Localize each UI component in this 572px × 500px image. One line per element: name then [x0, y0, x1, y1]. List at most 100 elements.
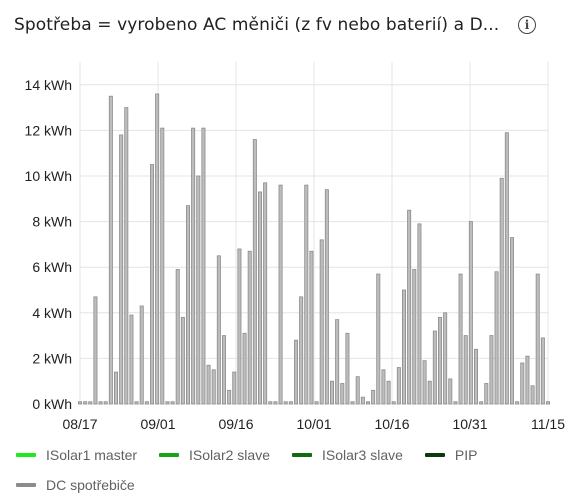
x-tick-label: 11/15 [531, 416, 565, 432]
bar [299, 296, 304, 405]
bar [93, 296, 98, 405]
bar [391, 401, 396, 405]
bar [196, 175, 201, 405]
y-tick-label: 2 kWh [32, 350, 72, 366]
bar [335, 319, 340, 405]
bar [258, 191, 263, 405]
info-icon[interactable]: i [518, 16, 536, 34]
y-tick-label: 4 kWh [32, 305, 72, 321]
bar [468, 221, 473, 405]
bar [180, 316, 185, 405]
bar [330, 380, 335, 405]
bar [494, 271, 499, 405]
legend-item-isolar1[interactable]: ISolar1 master [16, 447, 137, 463]
bar [530, 385, 535, 405]
legend-item-isolar2[interactable]: ISolar2 slave [159, 447, 270, 463]
bar [386, 380, 391, 405]
bar [278, 184, 283, 405]
legend-item-dc-spotrebice[interactable]: DC spotřebiče [16, 477, 135, 493]
bar [191, 127, 196, 405]
y-tick-label: 12 kWh [25, 122, 72, 138]
chart-title: Spotřeba = vyrobeno AC měniči (z fv nebo… [14, 15, 498, 35]
bar [227, 389, 232, 405]
legend-swatch-isolar2 [159, 453, 180, 457]
bar [540, 337, 545, 405]
bar [412, 269, 417, 405]
bar [247, 250, 252, 405]
bar [98, 401, 103, 405]
bar [360, 396, 365, 405]
legend-label-isolar2: ISolar2 slave [189, 447, 270, 463]
bar-series-dc-spotrebice [78, 93, 550, 405]
bar [515, 401, 520, 405]
bar [422, 360, 427, 405]
bar [448, 378, 453, 405]
bar [489, 335, 494, 405]
bar [432, 330, 437, 405]
legend-swatch-dc-spotrebice [16, 483, 36, 487]
bar [504, 132, 509, 405]
bar [345, 332, 350, 405]
bar [319, 239, 324, 405]
bar [170, 401, 175, 405]
y-tick-label: 10 kWh [25, 168, 72, 184]
bar [78, 401, 83, 405]
bar [103, 401, 108, 405]
y-axis-tick-labels: 0 kWh 2 kWh 4 kWh 6 kWh 8 kWh 10 kWh 12 kWh 14 … [25, 77, 72, 412]
info-icon-glyph: i [524, 18, 530, 32]
bar [366, 401, 371, 405]
legend-item-pip[interactable]: PIP [424, 447, 478, 463]
bar [453, 401, 458, 405]
bar [216, 255, 221, 405]
card-header: Spotřeba = vyrobeno AC měniči (z fv nebo… [14, 10, 558, 40]
y-tick-label: 6 kWh [32, 259, 72, 275]
legend-swatch-pip [424, 453, 445, 457]
bar [340, 383, 345, 405]
y-tick-label: 0 kWh [32, 396, 72, 412]
legend-row: DC spotřebiče [16, 470, 556, 500]
legend: ISolar1 master ISolar2 slave ISolar3 sla… [16, 440, 556, 500]
y-tick-label: 8 kWh [32, 214, 72, 230]
bar [535, 273, 540, 405]
bar [119, 134, 124, 405]
x-axis-tick-labels: 08/17 09/01 09/16 10/01 10/16 10/31 11/15 [62, 416, 565, 432]
bar [525, 355, 530, 405]
bar [206, 364, 211, 405]
bar [88, 401, 93, 405]
bar [288, 401, 293, 405]
bar [417, 223, 422, 405]
bar [201, 127, 206, 405]
bar [309, 250, 314, 405]
legend-swatch-isolar3 [291, 453, 312, 457]
legend-label-isolar1: ISolar1 master [46, 447, 138, 463]
x-tick-label: 10/16 [374, 416, 409, 432]
bar [520, 362, 525, 405]
bar [242, 332, 247, 405]
x-tick-label: 08/17 [62, 416, 97, 432]
legend-swatch-isolar1 [16, 453, 36, 457]
bar [186, 205, 191, 405]
x-tick-label: 09/16 [218, 416, 253, 432]
bar [402, 289, 407, 405]
bar [546, 401, 550, 405]
legend-label-isolar3: ISolar3 slave [321, 447, 403, 463]
bar [263, 182, 268, 405]
bar [237, 248, 242, 405]
legend-item-isolar3[interactable]: ISolar3 slave [291, 447, 403, 463]
bar [294, 339, 299, 405]
bar [211, 369, 216, 405]
bar [304, 184, 309, 405]
y-tick-label: 14 kWh [25, 77, 72, 93]
legend-row: ISolar1 master ISolar2 slave ISolar3 sla… [16, 440, 556, 470]
x-tick-label: 10/01 [296, 416, 331, 432]
bar [150, 164, 155, 405]
bar [114, 371, 119, 405]
bar [108, 95, 113, 405]
bar [124, 107, 129, 405]
bar [463, 335, 468, 405]
bar [474, 348, 479, 405]
bar [484, 383, 489, 405]
bar [268, 401, 273, 405]
bar [160, 127, 165, 405]
